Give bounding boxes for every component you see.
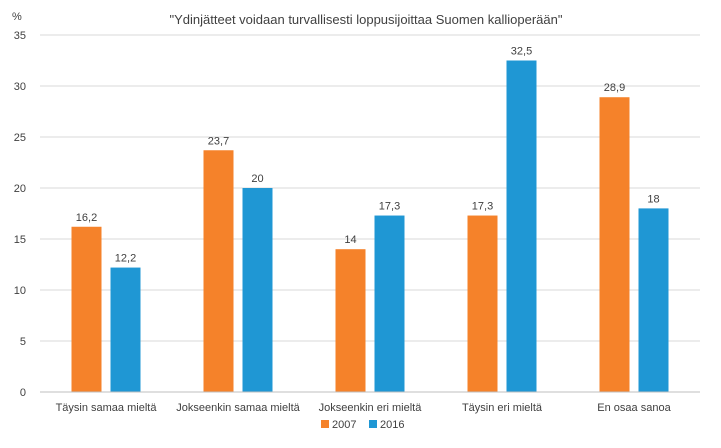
bar-2016 bbox=[638, 208, 669, 392]
y-tick-label: 5 bbox=[20, 336, 26, 348]
bar-2007 bbox=[467, 215, 498, 392]
bar-2016 bbox=[506, 60, 537, 392]
data-label: 17,3 bbox=[379, 201, 400, 213]
data-label: 14 bbox=[344, 234, 356, 246]
legend-swatch-2007 bbox=[321, 420, 329, 428]
data-label: 28,9 bbox=[604, 82, 625, 94]
x-axis-ticks: Täysin samaa mieltä Jokseenkin samaa miel… bbox=[56, 402, 672, 414]
bar-2016 bbox=[374, 215, 405, 392]
chart-title: "Ydinjätteet voidaan turvallisesti loppu… bbox=[170, 12, 563, 27]
y-tick-label: 25 bbox=[14, 132, 26, 144]
y-tick-label: 15 bbox=[14, 234, 26, 246]
data-labels: 16,2 12,2 23,7 20 14 17,3 17,3 32,5 28,9 18 bbox=[76, 46, 660, 265]
y-axis-ticks: 0 5 10 15 20 25 30 35 bbox=[14, 30, 26, 399]
y-tick-label: 35 bbox=[14, 30, 26, 42]
bars bbox=[71, 60, 669, 392]
x-tick-label: Jokseenkin eri mieltä bbox=[319, 402, 423, 414]
gridlines bbox=[40, 34, 700, 342]
data-label: 12,2 bbox=[115, 253, 136, 265]
bar-2007 bbox=[335, 249, 366, 392]
y-tick-label: 20 bbox=[14, 183, 26, 195]
bar-2007 bbox=[71, 226, 102, 392]
legend-label: 2016 bbox=[380, 419, 404, 431]
y-tick-label: 0 bbox=[20, 387, 26, 399]
data-label: 18 bbox=[647, 193, 659, 205]
data-label: 32,5 bbox=[511, 46, 532, 58]
data-label: 20 bbox=[251, 173, 263, 185]
bar-2007 bbox=[599, 97, 630, 392]
x-tick-label: Jokseenkin samaa mieltä bbox=[176, 402, 300, 414]
y-tick-label: 10 bbox=[14, 285, 26, 297]
data-label: 16,2 bbox=[76, 212, 97, 224]
legend: 2007 2016 bbox=[321, 419, 404, 431]
bar-2016 bbox=[110, 267, 141, 392]
x-tick-label: Täysin samaa mieltä bbox=[56, 402, 158, 414]
legend-label: 2007 bbox=[332, 419, 356, 431]
data-label: 23,7 bbox=[208, 135, 229, 147]
data-label: 17,3 bbox=[472, 201, 493, 213]
y-axis-unit-label: % bbox=[12, 11, 22, 23]
bar-2016 bbox=[242, 188, 273, 392]
legend-swatch-2016 bbox=[369, 420, 377, 428]
y-tick-label: 30 bbox=[14, 81, 26, 93]
x-tick-label: En osaa sanoa bbox=[597, 402, 671, 414]
bar-2007 bbox=[203, 150, 234, 392]
x-tick-label: Täysin eri mieltä bbox=[462, 402, 543, 414]
